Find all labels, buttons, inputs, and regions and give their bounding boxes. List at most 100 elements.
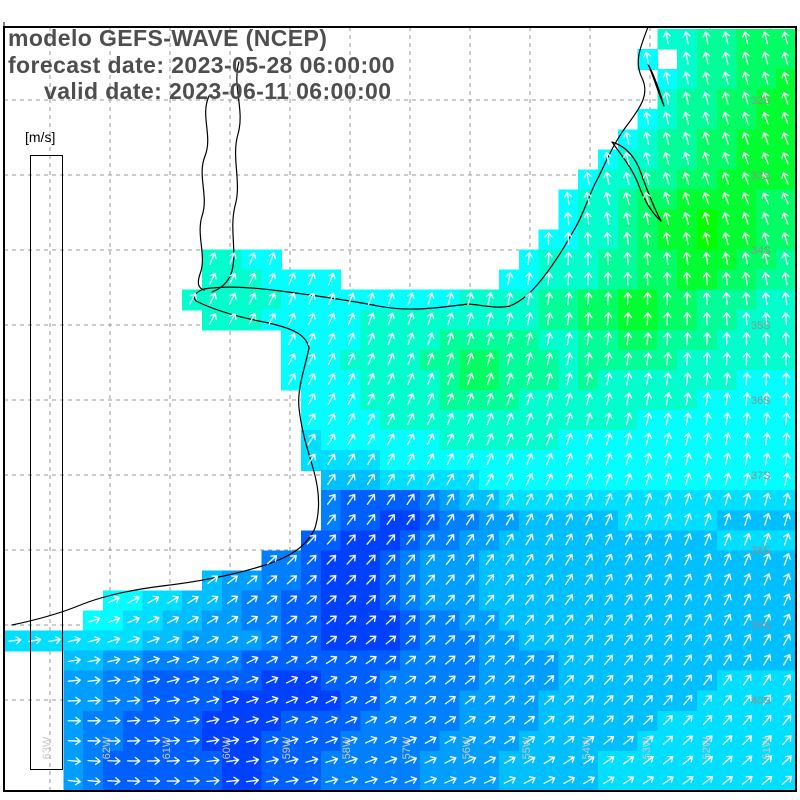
wave-direction-arrow [644, 392, 653, 406]
wave-direction-arrow [663, 392, 672, 406]
wave-direction-arrow [703, 613, 712, 626]
wave-direction-arrow [365, 615, 377, 625]
wave-direction-arrow [345, 736, 358, 744]
wave-direction-arrow [722, 694, 732, 706]
wave-direction-arrow [643, 272, 652, 286]
wave-direction-arrow [702, 131, 711, 145]
wave-direction-arrow [446, 352, 455, 366]
wave-direction-arrow [285, 695, 299, 704]
wave-direction-arrow [444, 776, 457, 784]
wave-direction-arrow [407, 413, 415, 426]
wave-direction-arrow [385, 635, 397, 645]
wave-direction-arrow [327, 453, 336, 465]
wave-direction-arrow [464, 776, 477, 784]
wave-direction-arrow [623, 292, 632, 306]
wave-direction-arrow [564, 634, 574, 646]
wave-direction-arrow [385, 675, 397, 685]
wave-direction-arrow [722, 372, 731, 386]
wave-direction-arrow [127, 635, 140, 644]
wave-direction-arrow [603, 211, 612, 226]
wave-direction-arrow [248, 292, 257, 305]
wave-direction-arrow [545, 352, 554, 366]
wave-direction-arrow [563, 211, 573, 226]
wave-direction-arrow [722, 332, 731, 346]
wave-direction-arrow [683, 634, 693, 646]
wave-direction-arrow [386, 493, 396, 506]
wave-direction-arrow [206, 756, 220, 765]
wave-direction-arrow [147, 656, 160, 664]
wave-direction-arrow [761, 51, 770, 65]
wave-direction-arrow [484, 715, 496, 725]
wave-direction-arrow [583, 171, 592, 185]
wave-direction-arrow [564, 352, 573, 366]
wave-direction-arrow [543, 755, 556, 765]
wave-direction-arrow [345, 655, 357, 665]
wave-direction-arrow [783, 593, 791, 606]
wave-direction-arrow [761, 91, 770, 105]
wave-direction-arrow [781, 152, 789, 165]
wave-direction-arrow [584, 292, 593, 306]
wave-direction-arrow [564, 312, 573, 326]
wave-direction-arrow [464, 675, 476, 685]
wave-direction-arrow [525, 292, 534, 306]
wave-direction-arrow [465, 574, 475, 585]
wave-direction-arrow [426, 292, 435, 306]
wave-direction-arrow [288, 292, 296, 305]
wave-direction-arrow [127, 615, 140, 624]
wave-direction-arrow [365, 695, 378, 704]
wave-direction-arrow [683, 432, 692, 446]
wave-direction-arrow [466, 493, 475, 506]
wave-direction-arrow [643, 674, 653, 686]
wave-direction-arrow [424, 715, 437, 725]
wave-direction-arrow [583, 674, 594, 685]
wave-direction-arrow [446, 433, 455, 446]
wave-direction-arrow [127, 716, 141, 725]
wave-direction-arrow [505, 272, 514, 286]
wave-direction-arrow [583, 231, 592, 246]
wave-direction-arrow [365, 736, 378, 744]
wave-direction-arrow [564, 573, 574, 586]
wave-direction-arrow [107, 756, 121, 766]
wave-direction-arrow [325, 736, 338, 744]
wave-direction-arrow [585, 452, 593, 466]
wave-direction-arrow [624, 513, 633, 526]
wave-direction-arrow [505, 533, 514, 546]
wave-direction-arrow [781, 292, 790, 306]
wave-direction-arrow [206, 615, 219, 624]
wave-direction-arrow [505, 332, 514, 346]
wave-direction-arrow [345, 715, 358, 724]
wave-direction-arrow [565, 452, 574, 466]
wave-direction-arrow [742, 755, 753, 765]
wave-direction-arrow [642, 131, 651, 145]
wave-direction-arrow [623, 171, 632, 185]
wave-direction-arrow [306, 615, 318, 625]
wave-direction-arrow [702, 212, 711, 225]
wave-direction-arrow [504, 735, 516, 745]
wave-direction-arrow [127, 777, 141, 786]
wave-direction-arrow [503, 776, 516, 784]
wave-direction-arrow [483, 776, 497, 784]
wave-direction-arrow [387, 413, 395, 426]
wave-direction-arrow [67, 676, 81, 685]
wave-direction-arrow [406, 433, 415, 446]
lat-label: 38S [751, 545, 771, 557]
wave-direction-arrow [604, 352, 613, 366]
wave-direction-arrow [742, 452, 752, 466]
wave-direction-arrow [723, 492, 732, 506]
wave-direction-arrow [226, 675, 239, 684]
wave-direction-arrow [644, 432, 653, 446]
wave-direction-arrow [466, 453, 475, 466]
wave-direction-arrow [583, 715, 595, 725]
wave-direction-arrow [227, 575, 238, 585]
wave-direction-arrow [703, 694, 713, 706]
wave-direction-arrow [387, 332, 395, 346]
wave-direction-arrow [722, 31, 731, 45]
wave-direction-arrow [127, 676, 141, 685]
wave-direction-arrow [624, 452, 633, 466]
wave-direction-arrow [782, 392, 791, 406]
wave-direction-arrow [643, 735, 654, 745]
wave-direction-arrow [486, 453, 494, 466]
wave-direction-arrow [327, 393, 336, 406]
wave-direction-arrow [544, 594, 554, 606]
wave-direction-arrow [704, 533, 712, 546]
